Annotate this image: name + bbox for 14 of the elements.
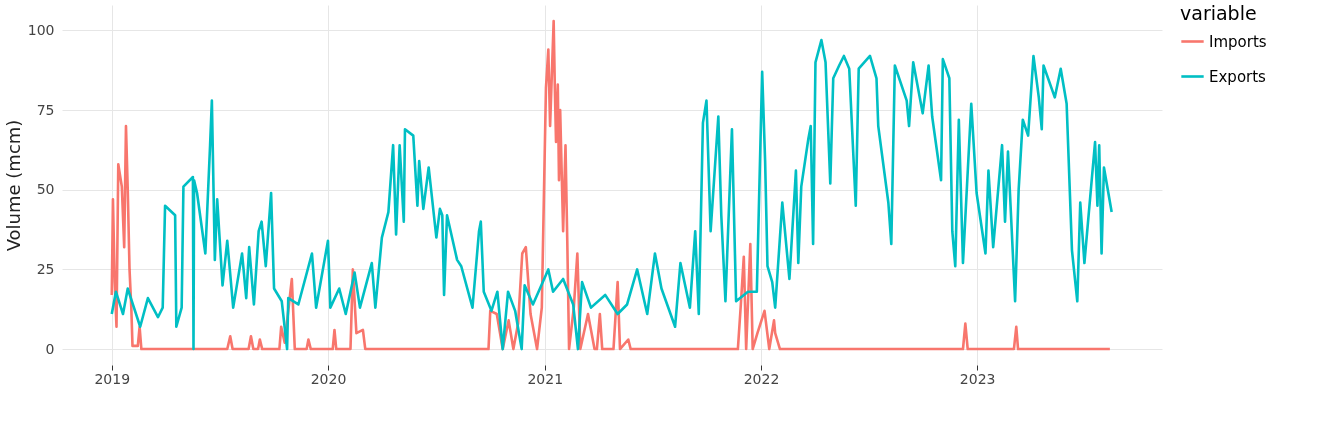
y-tick-label: 0 (45, 340, 55, 357)
x-tick-label: 2023 (959, 370, 996, 387)
y-tick-label: 50 (36, 181, 55, 198)
y-tick-label: 25 (36, 260, 55, 277)
y-tick-label: 75 (36, 101, 55, 118)
x-tick-label: 2021 (527, 370, 564, 387)
x-tick-label: 2020 (310, 370, 347, 387)
legend-title: variable (1180, 2, 1257, 24)
y-axis-title: Volume (mcm) (2, 119, 24, 252)
y-tick-label: 100 (27, 21, 55, 38)
legend-label: Exports (1209, 67, 1267, 86)
x-tick-label: 2022 (743, 370, 780, 387)
legend-label: Imports (1209, 32, 1267, 51)
x-tick-label: 2019 (94, 370, 131, 387)
